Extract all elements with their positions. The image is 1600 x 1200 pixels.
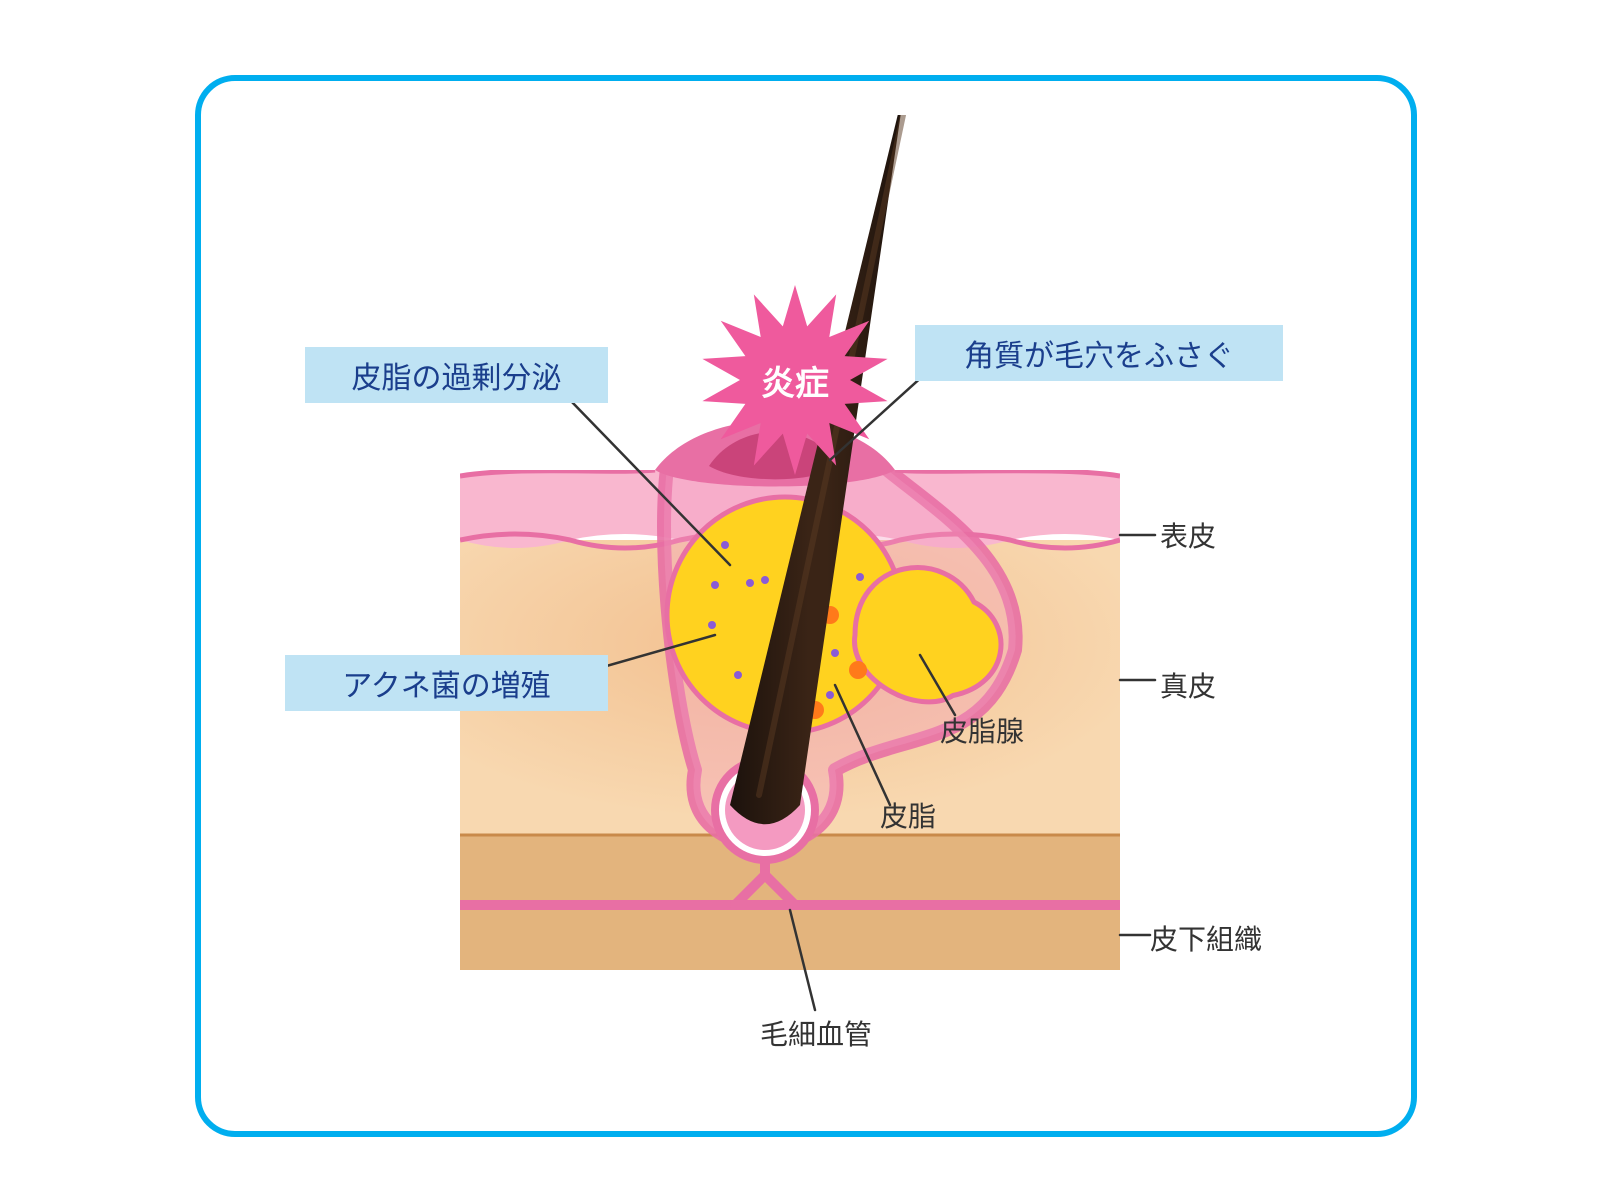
inflammation-label: 炎症 <box>755 356 835 405</box>
capillary-label: 毛細血管 <box>760 1013 872 1053</box>
subcutis-label: 皮下組織 <box>1150 918 1262 958</box>
callout-sebum-excess: 皮脂の過剰分泌 <box>305 347 608 403</box>
epidermis-label: 表皮 <box>1160 515 1216 555</box>
callout-keratin-plug: 角質が毛穴をふさぐ <box>915 325 1283 381</box>
stage: 表皮真皮皮下組織 皮脂腺皮脂毛細血管 皮脂の過剰分泌アクネ菌の増殖 角質が毛穴をふさぐ… <box>0 0 1600 1200</box>
sebum-label: 皮脂 <box>880 795 936 835</box>
callout-acne-bacteria: アクネ菌の増殖 <box>285 655 608 711</box>
gland-label: 皮脂腺 <box>940 710 1024 750</box>
dermis-label: 真皮 <box>1160 665 1216 705</box>
